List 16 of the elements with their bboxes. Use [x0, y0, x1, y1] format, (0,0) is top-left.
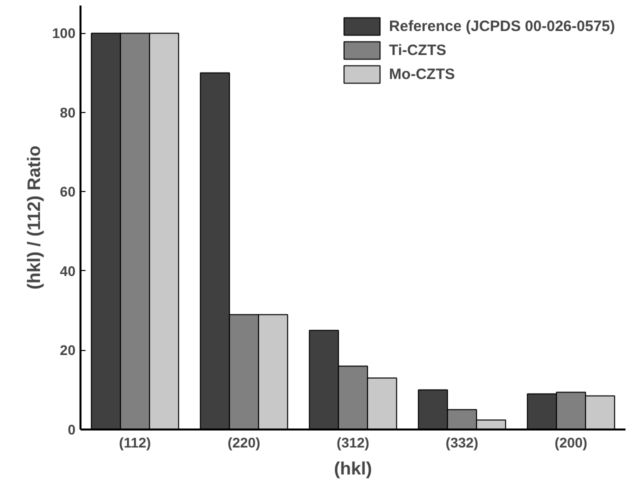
x-tick-label: (312) [336, 434, 370, 450]
x-tick-label: (112) [119, 434, 151, 450]
y-tick-label: 80 [60, 104, 76, 120]
y-tick-label: 20 [60, 342, 76, 358]
y-axis-title: (hkl) / (112) Ratio [24, 145, 44, 290]
x-tick-label: (332) [446, 434, 478, 450]
y-tick-label: 0 [68, 422, 76, 438]
legend-label: Mo-CZTS [389, 66, 455, 82]
y-tick-label: 100 [52, 25, 76, 42]
legend-label: Reference (JCPDS 00-026-0575) [389, 18, 615, 34]
y-tick-label: 40 [60, 262, 76, 279]
legend-label: Ti-CZTS [389, 42, 446, 58]
x-tick-label: (220) [228, 434, 260, 450]
y-tick-label: 60 [60, 184, 76, 200]
x-tick-label: (200) [554, 434, 588, 450]
x-axis-title: (hkl) [334, 458, 372, 478]
